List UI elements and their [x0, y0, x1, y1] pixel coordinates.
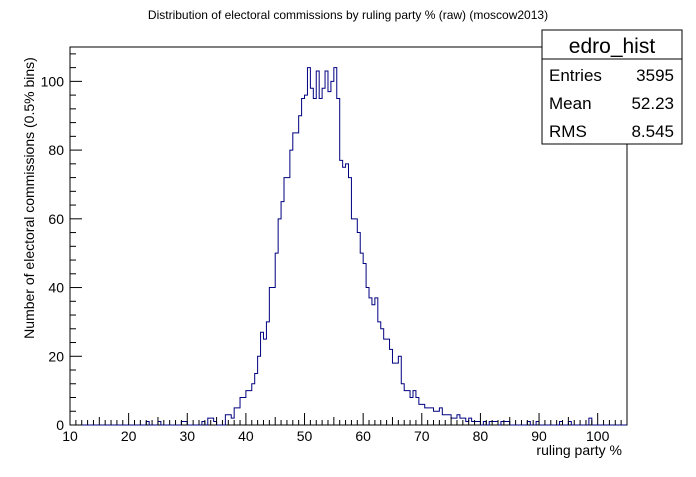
- histogram-bin: [384, 339, 387, 425]
- histogram-bin: [266, 322, 269, 425]
- y-tick-label: 40: [48, 280, 64, 296]
- histogram-bin: [334, 68, 337, 425]
- histogram-bin: [325, 71, 328, 425]
- histogram-bin: [316, 71, 319, 425]
- histogram-bin: [343, 167, 346, 425]
- histogram-bin: [307, 68, 310, 425]
- stats-value: 52.23: [631, 94, 674, 113]
- stats-box-border: [541, 29, 683, 145]
- stats-label: Mean: [549, 94, 592, 113]
- x-tick-label: 50: [297, 428, 313, 444]
- histogram-outline: [70, 67, 627, 426]
- x-tick-label: 60: [355, 428, 371, 444]
- histogram-bin: [328, 92, 331, 425]
- stats-box: edro_hist Entries 3595 Mean 52.23 RMS 8.545: [541, 29, 683, 145]
- histogram-bin: [346, 164, 349, 425]
- histogram-bin: [349, 178, 352, 425]
- y-axis: 0 20 40 60 80 100: [41, 53, 82, 433]
- histogram-bin: [337, 99, 340, 425]
- histogram-bin: [331, 81, 334, 425]
- histogram-bin: [378, 322, 381, 425]
- y-tick-label: 0: [56, 417, 64, 433]
- histogram-bin: [401, 384, 404, 425]
- stats-label: RMS: [549, 122, 587, 141]
- x-tick-label: 30: [179, 428, 195, 444]
- histogram-bin: [258, 356, 261, 425]
- histogram-bin: [255, 373, 258, 425]
- histogram-bin: [351, 219, 354, 425]
- stats-box-title: edro_hist: [569, 35, 656, 58]
- histogram-bin: [284, 178, 287, 425]
- histogram-bin: [299, 116, 302, 425]
- y-tick-label: 80: [48, 142, 64, 158]
- histogram-bin: [263, 339, 266, 425]
- x-tick-label: 90: [531, 428, 547, 444]
- histogram-bin: [354, 219, 357, 425]
- histogram-bin: [395, 363, 398, 425]
- histogram-bin: [375, 298, 378, 425]
- stats-value: 3595: [636, 66, 674, 85]
- histogram-bin: [305, 95, 308, 425]
- histogram-bin: [269, 288, 272, 425]
- histogram-bin: [387, 339, 390, 425]
- histogram-bin: [404, 391, 407, 425]
- y-tick-label: 20: [48, 348, 64, 364]
- y-axis-label: Number of electoral commissions (0.5% bi…: [21, 57, 37, 339]
- plot-frame: [69, 46, 628, 426]
- histogram-bin: [360, 253, 363, 425]
- x-tick-label: 70: [414, 428, 430, 444]
- stats-label: Entries: [549, 66, 602, 85]
- histogram-bin: [287, 178, 290, 425]
- histogram-bin: [290, 150, 293, 425]
- x-axis-label: ruling party %: [536, 442, 622, 458]
- histogram-bin: [302, 99, 305, 425]
- x-tick-label: 20: [121, 428, 137, 444]
- histogram-bin: [296, 133, 299, 425]
- histogram-bars: [70, 67, 627, 426]
- histogram-bin: [293, 133, 296, 425]
- stats-value: 8.545: [631, 122, 674, 141]
- histogram-bin: [261, 332, 264, 425]
- histogram-bin: [407, 391, 410, 425]
- histogram-bin: [278, 219, 281, 425]
- histogram-bin: [357, 233, 360, 425]
- histogram-bin: [322, 88, 325, 425]
- histogram-bin: [392, 363, 395, 425]
- histogram-bin: [363, 263, 366, 425]
- x-tick-label: 40: [238, 428, 254, 444]
- plot-area-border: [69, 46, 628, 426]
- histogram-bin: [319, 99, 322, 425]
- histogram-bin: [372, 305, 375, 425]
- histogram-bin: [340, 160, 343, 425]
- histogram-bin: [252, 384, 255, 425]
- histogram-bin: [366, 288, 369, 425]
- histogram-bin: [413, 391, 416, 425]
- histogram-bin: [390, 349, 393, 425]
- histogram-bin: [281, 202, 284, 425]
- histogram-bin: [398, 356, 401, 425]
- x-tick-label: 80: [473, 428, 489, 444]
- histogram-bin: [313, 99, 316, 425]
- histogram-bin: [369, 298, 372, 425]
- histogram-bin: [310, 88, 313, 425]
- chart-title: Distribution of electoral commissions by…: [148, 8, 548, 22]
- histogram-bin: [249, 391, 252, 425]
- x-tick-label: 10: [62, 428, 78, 444]
- y-tick-label: 60: [48, 211, 64, 227]
- histogram-bin: [275, 253, 278, 425]
- histogram-bin: [381, 329, 384, 425]
- x-tick-label: 100: [586, 428, 610, 444]
- y-tick-label: 100: [41, 73, 65, 89]
- x-axis: 10 20 30 40 50 60 70 80 90 100: [62, 413, 628, 444]
- histogram-bin: [272, 288, 275, 425]
